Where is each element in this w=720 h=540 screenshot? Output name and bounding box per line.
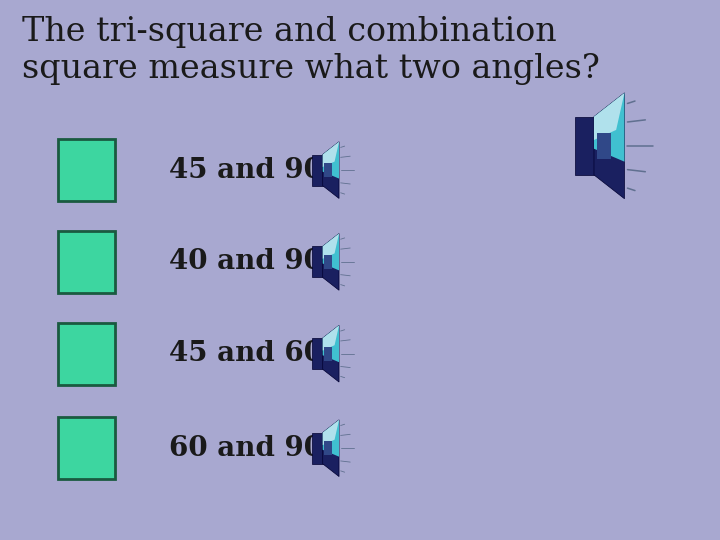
Text: The tri-square and combination
square measure what two angles?: The tri-square and combination square me…	[22, 16, 600, 85]
Polygon shape	[594, 93, 624, 161]
Text: 45 and 90: 45 and 90	[169, 157, 323, 184]
Polygon shape	[323, 420, 339, 476]
Polygon shape	[594, 93, 624, 199]
FancyBboxPatch shape	[324, 255, 332, 269]
Polygon shape	[594, 93, 624, 140]
FancyBboxPatch shape	[312, 246, 323, 278]
Polygon shape	[323, 325, 339, 362]
FancyBboxPatch shape	[312, 154, 323, 186]
FancyBboxPatch shape	[58, 417, 115, 480]
Polygon shape	[323, 233, 339, 271]
FancyBboxPatch shape	[324, 347, 332, 361]
Text: 45 and 60: 45 and 60	[169, 340, 323, 367]
Polygon shape	[323, 233, 339, 291]
Polygon shape	[323, 325, 339, 350]
FancyBboxPatch shape	[58, 231, 115, 293]
FancyBboxPatch shape	[324, 441, 332, 455]
Polygon shape	[323, 141, 339, 198]
Polygon shape	[323, 420, 339, 457]
Polygon shape	[323, 141, 339, 179]
Polygon shape	[323, 141, 339, 167]
FancyBboxPatch shape	[324, 163, 332, 177]
FancyBboxPatch shape	[312, 338, 323, 369]
Polygon shape	[323, 420, 339, 445]
Polygon shape	[323, 233, 339, 259]
FancyBboxPatch shape	[58, 322, 115, 384]
FancyBboxPatch shape	[575, 117, 594, 175]
Text: 60 and 90: 60 and 90	[169, 435, 323, 462]
FancyBboxPatch shape	[312, 433, 323, 464]
Polygon shape	[323, 325, 339, 382]
FancyBboxPatch shape	[58, 139, 115, 201]
FancyBboxPatch shape	[597, 132, 611, 159]
Text: 40 and 90: 40 and 90	[169, 248, 323, 275]
